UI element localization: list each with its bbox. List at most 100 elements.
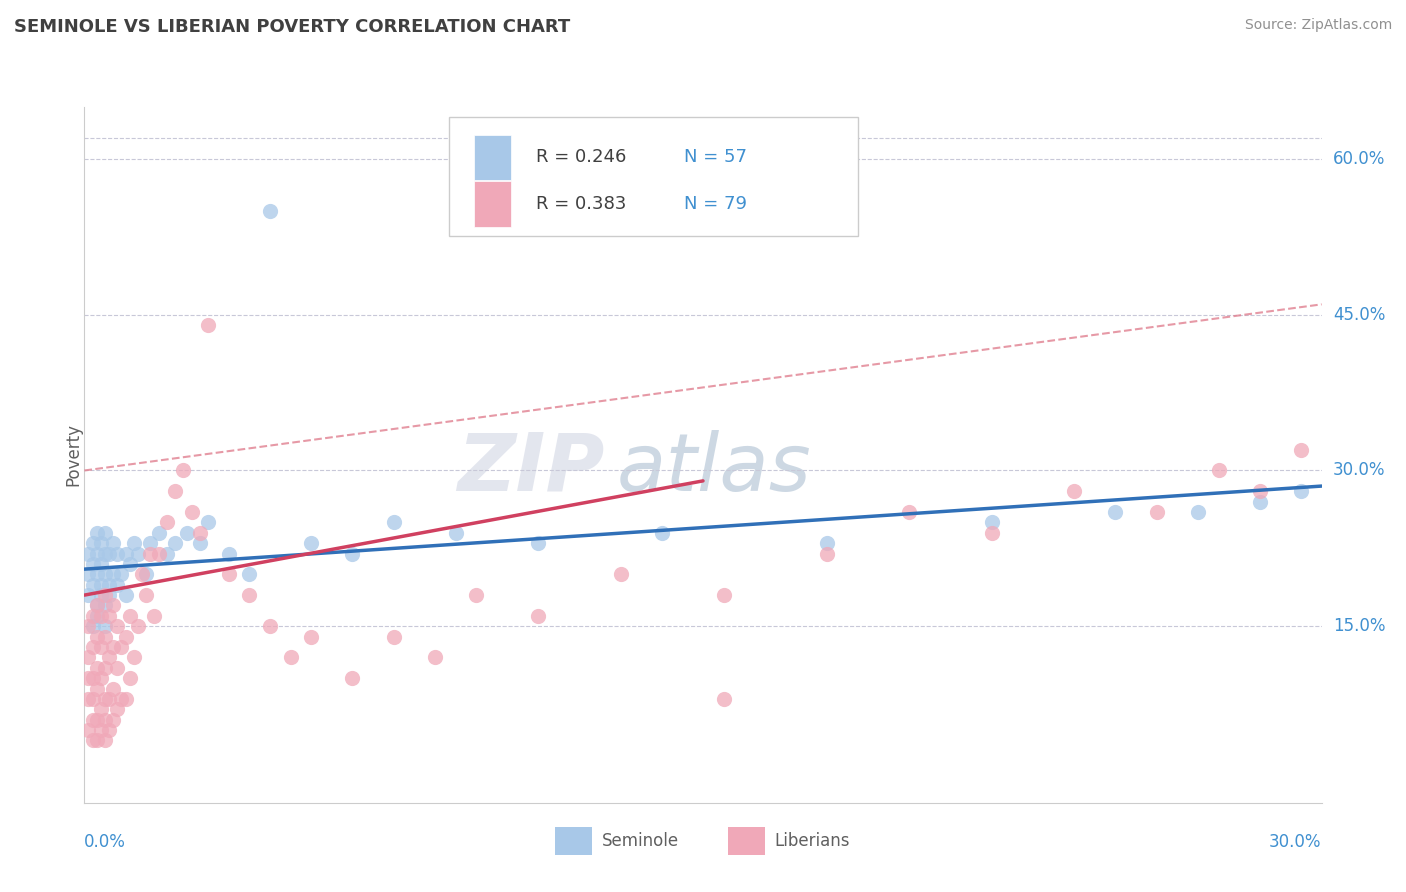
Point [176,525,198,540]
Point [77,671,100,685]
Point [82,640,104,654]
Point [238,567,260,582]
Point [110,692,132,706]
Point [103,713,125,727]
Point [103,681,125,696]
Point [156,547,179,561]
Point [1208,463,1230,477]
Text: atlas: atlas [616,430,811,508]
Point [197,516,219,530]
Point [98,578,121,592]
Point [156,516,179,530]
Point [94,599,117,613]
Point [114,547,136,561]
Point [105,547,128,561]
Text: Source: ZipAtlas.com: Source: ZipAtlas.com [1244,18,1392,32]
Point [114,630,136,644]
Point [82,536,104,550]
Point [77,547,100,561]
FancyBboxPatch shape [554,827,592,855]
Point [165,536,187,550]
Point [118,557,141,571]
Point [131,567,153,582]
Point [86,661,108,675]
Point [1289,484,1312,499]
Point [82,733,104,747]
Text: 15.0%: 15.0% [1333,617,1385,635]
Point [114,692,136,706]
Text: 0.0%: 0.0% [84,833,127,851]
Point [143,608,166,623]
Point [609,567,631,582]
Text: N = 57: N = 57 [685,148,748,166]
Point [103,536,125,550]
Point [118,671,141,685]
Point [98,692,121,706]
Text: R = 0.246: R = 0.246 [536,148,626,166]
FancyBboxPatch shape [450,118,858,235]
Point [299,536,322,550]
Point [82,578,104,592]
Point [98,723,121,738]
Text: 30.0%: 30.0% [1270,833,1322,851]
Point [114,588,136,602]
Point [127,547,149,561]
Point [135,588,157,602]
Point [342,547,364,561]
Point [94,692,117,706]
Point [980,516,1002,530]
Point [77,567,100,582]
Point [898,505,921,519]
Point [105,661,128,675]
Point [139,536,162,550]
Point [651,525,673,540]
Point [148,547,170,561]
Point [218,547,240,561]
Point [713,588,735,602]
Point [94,567,117,582]
Point [90,723,112,738]
Point [94,525,117,540]
Point [90,640,112,654]
Text: Seminole: Seminole [602,832,679,850]
FancyBboxPatch shape [474,181,512,227]
FancyBboxPatch shape [474,135,512,180]
Point [86,630,108,644]
Point [82,619,104,633]
Point [118,608,141,623]
Point [382,630,405,644]
Point [1249,494,1271,508]
Point [423,650,446,665]
Point [105,702,128,716]
Point [94,661,117,675]
Text: 45.0%: 45.0% [1333,306,1385,324]
Point [465,588,488,602]
Point [342,671,364,685]
Point [77,723,100,738]
Point [103,640,125,654]
Point [1104,505,1126,519]
Point [259,619,281,633]
Text: N = 79: N = 79 [685,195,748,213]
Point [98,650,121,665]
Point [238,588,260,602]
Point [122,650,145,665]
Point [86,567,108,582]
Point [139,547,162,561]
Point [299,630,322,644]
Point [86,733,108,747]
Point [103,567,125,582]
Point [82,692,104,706]
Point [382,516,405,530]
Point [103,599,125,613]
Point [180,505,202,519]
Point [86,681,108,696]
Point [90,588,112,602]
Point [90,608,112,623]
Point [94,588,117,602]
Point [444,525,467,540]
Point [165,484,187,499]
Point [94,619,117,633]
Point [86,599,108,613]
Point [86,525,108,540]
